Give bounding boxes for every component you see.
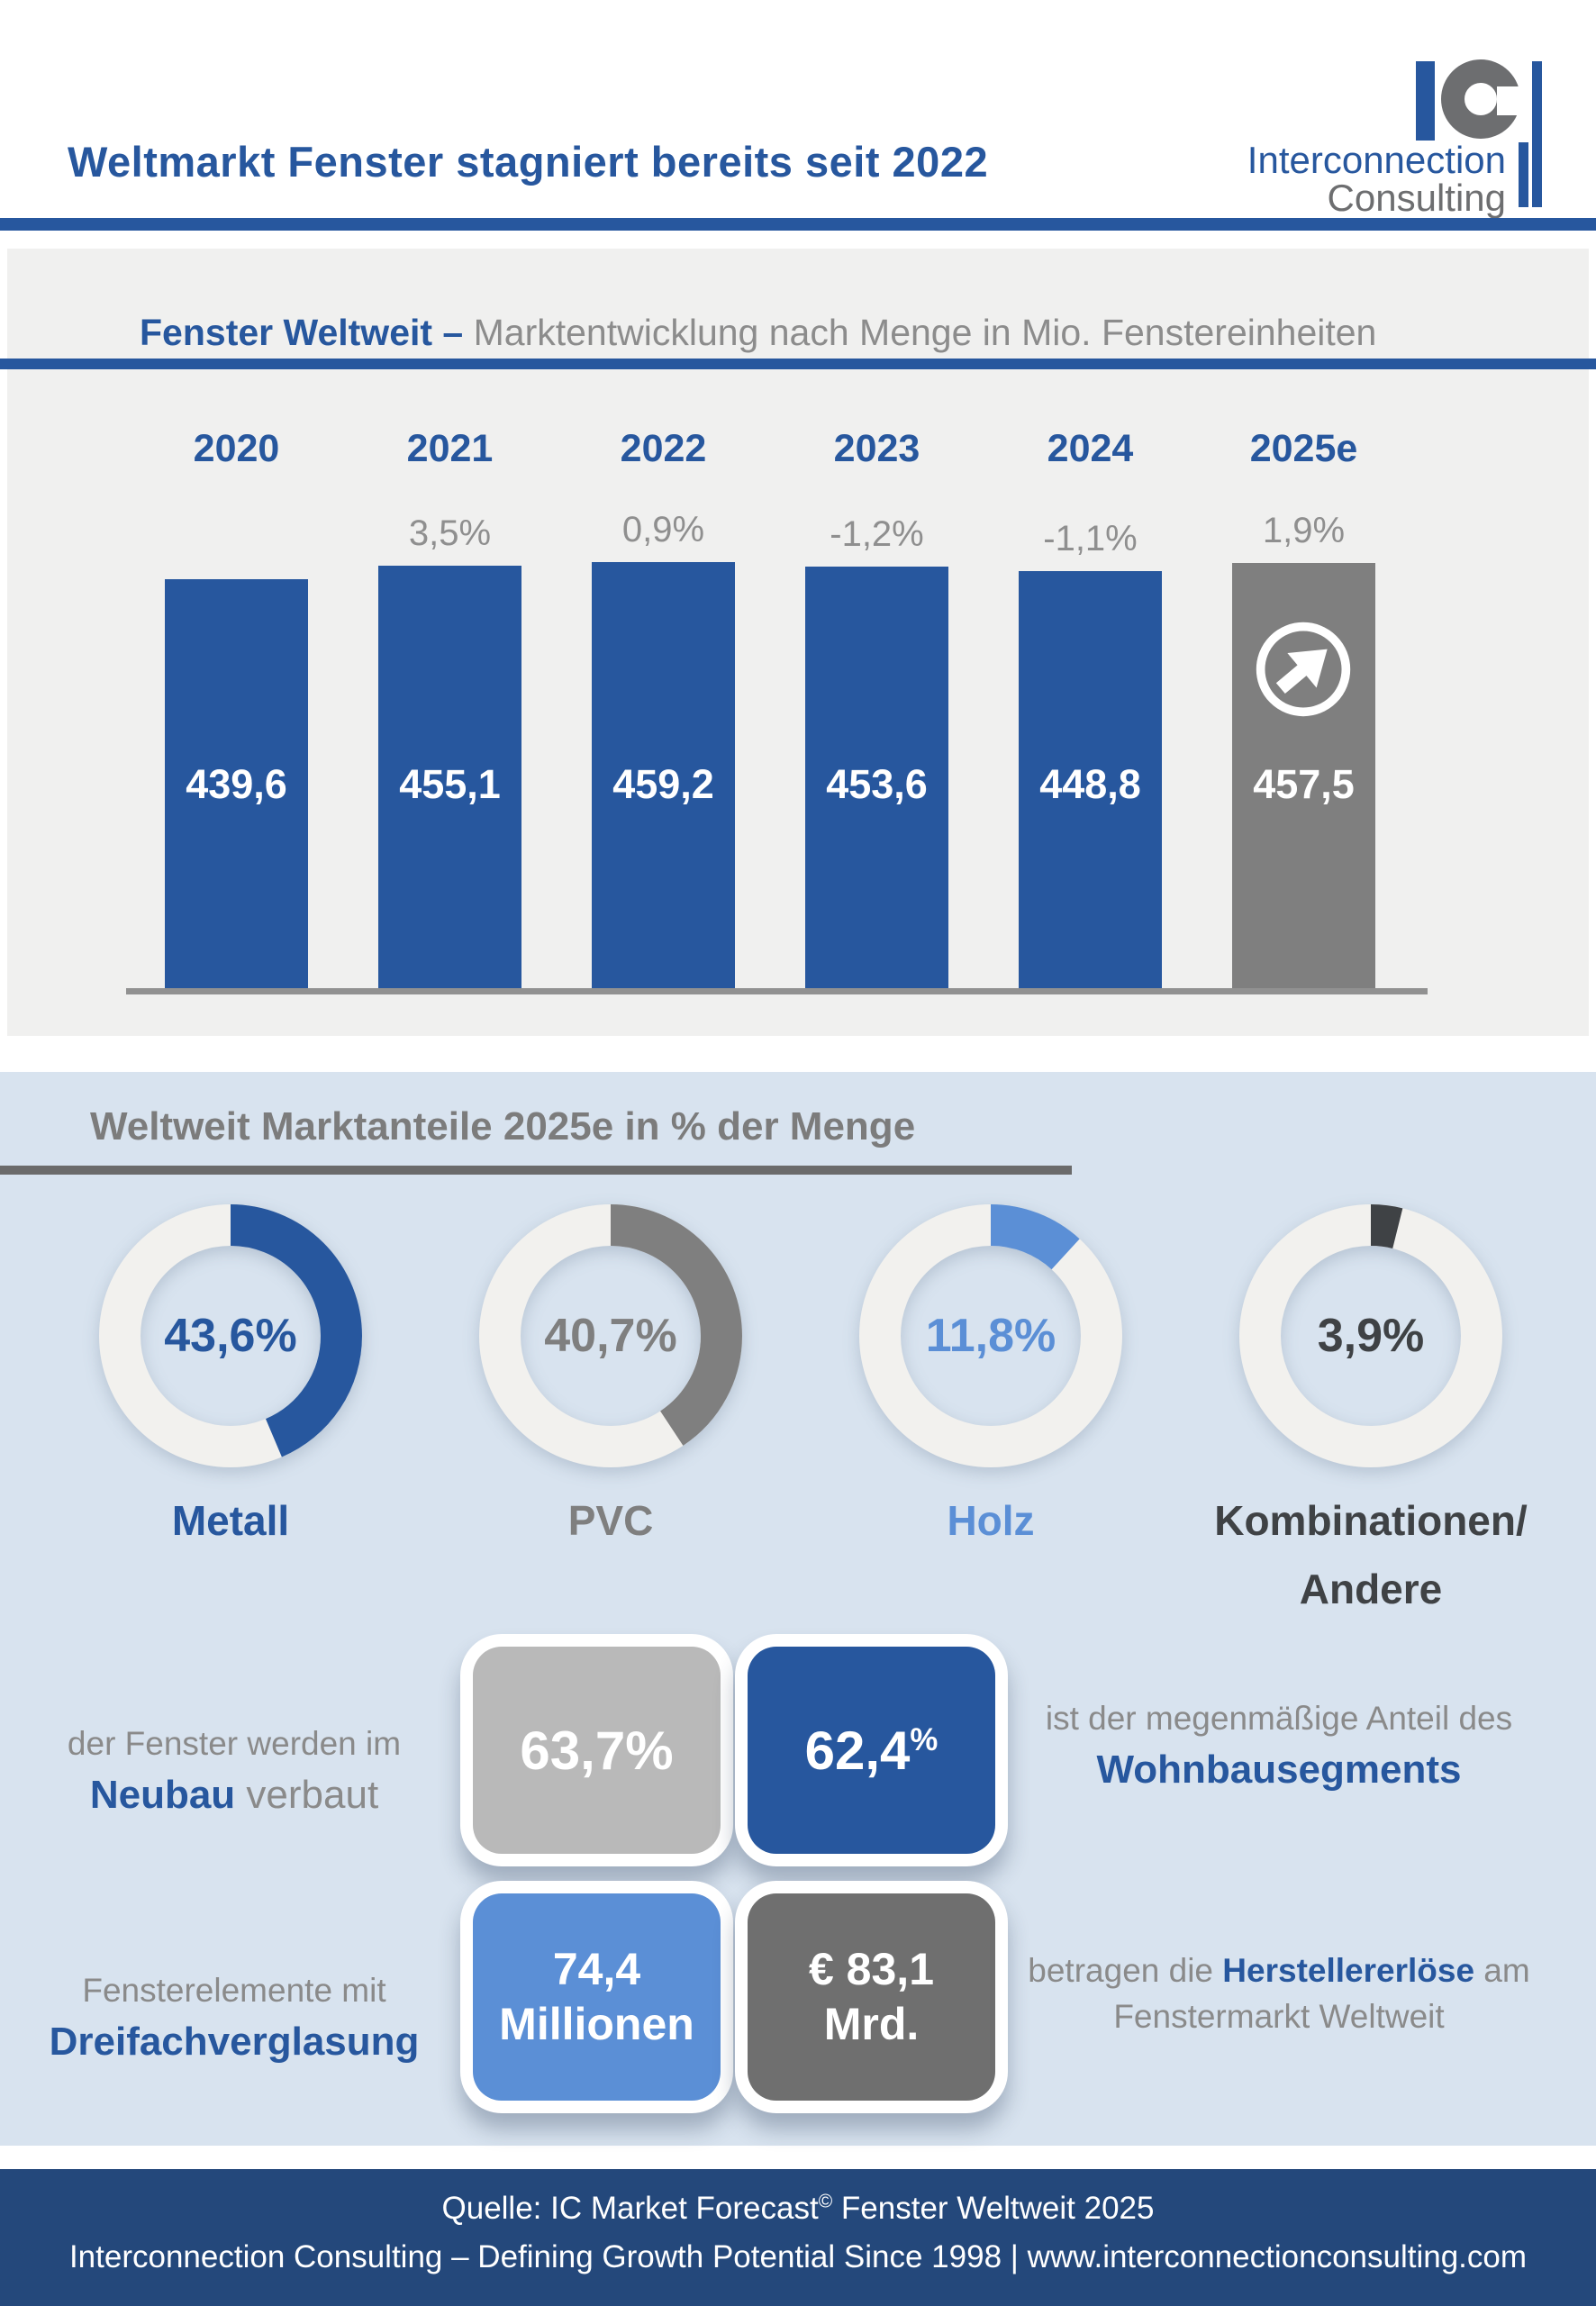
volume-section-title: Fenster Weltweit – Marktentwicklung nach… [140,312,1376,354]
fact-box-triple-glazing: 74,4 Millionen [460,1881,733,2113]
year-label-2021: 2021 [406,427,494,470]
bar-value-label-2025e: 457,5 [1253,761,1355,807]
shares-title-underline [0,1166,1072,1175]
footer-company-line: Interconnection Consulting – Defining Gr… [68,2239,1528,2274]
footer: Quelle: IC Market Forecast© Fenster Welt… [0,2169,1596,2306]
fact-box-number: 62,4% [804,1720,939,1781]
bar-2023 [805,567,948,992]
fact-box-number-line2: Mrd. [823,1999,920,2049]
donut-label-metall: Metall [59,1486,402,1555]
logo-c-notch [1497,86,1524,115]
fact-box-manufacturer-revenue: € 83,1 Mrd. [735,1881,1008,2113]
fact-box-number-line2: Millionen [499,1999,694,2049]
donut-label-holz: Holz [820,1486,1162,1555]
shares-section-title: Weltweit Marktanteile 2025e in % der Men… [90,1104,916,1148]
fact-text-line: Fensterelemente mit [82,1972,386,2009]
donut-label-line: Holz [947,1497,1035,1544]
growth-label-2023: -1,2% [830,514,924,554]
fact-text-line: Dreifachverglasung [49,2020,420,2065]
fact-text-line: Neubau verbaut [89,1773,379,1818]
bar-2024 [1019,571,1162,992]
donut-value-metall: 43,6% [164,1310,297,1362]
bar-value-label-2021: 455,1 [399,761,501,807]
logo-company-name: Interconnection [1247,139,1506,181]
logo-accent-bar-tall [1532,61,1542,207]
fact-row1-left-text: der Fenster werden im Neubau verbaut [27,1722,441,1818]
donut-value-kombinationen-andere: 3,9% [1317,1310,1425,1362]
donut-label-kombinationen-andere: Kombinationen/Andere [1200,1486,1542,1623]
year-label-2025e: 2025e [1249,427,1358,470]
fact-box-newbuild-share: 63,7% [460,1634,733,1866]
donut-value-holz: 11,8% [925,1310,1056,1362]
fact-row1-right-text: ist der megenmäßige Anteil des Wohnbause… [1018,1697,1540,1793]
growth-label-2021: 3,5% [408,513,492,553]
donut-chart-kombinationen-andere [1239,1204,1502,1467]
year-label-2024: 2024 [1047,427,1134,470]
year-label-2020: 2020 [193,427,280,470]
bar-value-label-2020: 439,6 [186,761,287,807]
fact-box-number: 74,4 [552,1944,641,1994]
fact-text-line: der Fenster werden im [67,1725,402,1762]
growth-label-2025e: 1,9% [1262,511,1346,550]
logo-company-suffix: Consulting [1327,177,1506,219]
donut-value-pvc: 40,7% [544,1310,677,1362]
year-label-2022: 2022 [620,427,707,470]
fact-box-number: € 83,1 [808,1944,934,1994]
logo-i-bar [1416,61,1435,141]
fact-box-value: € 83,1 Mrd. [748,1893,995,2101]
bar-value-label-2023: 453,6 [826,761,928,807]
bar-2021 [378,566,521,992]
growth-arrow-icon [1256,622,1351,717]
donut-label-line: Andere [1299,1566,1443,1612]
volume-title-underline [0,359,1596,369]
header-divider [0,218,1596,231]
donut-label-line: PVC [567,1497,654,1544]
fact-box-residential-share: 62,4% [735,1634,1008,1866]
donut-label-pvc: PVC [440,1486,782,1555]
fact-box-value: 62,4% [748,1647,995,1854]
fact-text-line: Fenstermarkt Weltweit [1113,1998,1445,2036]
year-label-2023: 2023 [833,427,920,470]
footer-source-line: Quelle: IC Market Forecast© Fenster Welt… [441,2191,1155,2226]
bar-2025e [1232,563,1375,992]
logo-accent-bar-short [1519,142,1528,207]
donut-chart-metall [99,1204,362,1467]
bar-value-label-2022: 459,2 [612,761,714,807]
chart-baseline [126,988,1428,994]
donut-label-line: Kombinationen/ [1214,1497,1528,1544]
bar-2020 [165,579,308,992]
fact-box-value: 63,7% [473,1647,721,1854]
bar-value-label-2024: 448,8 [1039,761,1141,807]
fact-row2-right-text: betragen die Herstellererlöse am Fenster… [1018,1949,1540,2036]
growth-label-2024: -1,1% [1043,519,1138,558]
fact-box-number: 63,7% [520,1720,674,1781]
growth-label-2022: 0,9% [621,510,705,549]
fact-text-line: ist der megenmäßige Anteil des [1045,1700,1513,1737]
fact-row2-left-text: Fensterelemente mit Dreifachverglasung [27,1969,441,2065]
fact-box-value: 74,4 Millionen [473,1893,721,2101]
volume-title-highlight: Fenster Weltweit – [140,312,474,353]
volume-title-rest: Marktentwicklung nach Menge in Mio. Fens… [473,312,1377,353]
bar-2022 [592,562,735,992]
donut-label-line: Metall [171,1497,290,1544]
page-title: Weltmarkt Fenster stagniert bereits seit… [68,138,989,186]
fact-text-line: betragen die Herstellererlöse am [1028,1952,1530,1989]
fact-text-line: Wohnbausegments [1096,1748,1462,1793]
donut-chart-holz [859,1204,1122,1467]
donut-chart-pvc [479,1204,742,1467]
